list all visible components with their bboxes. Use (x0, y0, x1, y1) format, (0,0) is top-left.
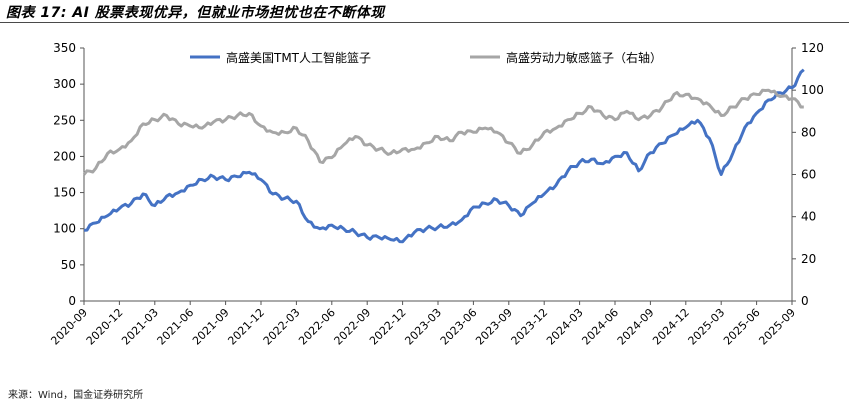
x-tick-label: 2020-12 (84, 306, 126, 348)
series-line-2 (82, 88, 804, 176)
y-right-tick-label: 120 (801, 41, 824, 55)
y-left-tick-label: 300 (53, 77, 76, 91)
x-tick-label: 2024-09 (615, 306, 657, 348)
x-tick-label: 2021-03 (119, 306, 161, 348)
x-tick-label: 2022-06 (296, 306, 338, 348)
x-tick-label: 2022-03 (261, 306, 303, 348)
x-tick-label: 2022-09 (332, 306, 374, 348)
y-right-tick-label: 0 (801, 294, 809, 308)
y-right-tick-label: 60 (801, 168, 816, 182)
series-layer (82, 68, 805, 244)
x-tick-label: 2024-12 (650, 306, 692, 348)
chart-title: 图表 17: AI 股票表现优异，但就业市场担忧也在不断体现 (6, 5, 385, 21)
x-tick-label: 2025-03 (686, 306, 728, 348)
y-right-tick-label: 80 (801, 125, 816, 139)
x-tick-label: 2024-03 (544, 306, 586, 348)
y-left-tick-label: 0 (68, 294, 76, 308)
title-divider (0, 22, 849, 23)
y-left-tick-label: 350 (53, 41, 76, 55)
y-left-tick-label: 100 (53, 222, 76, 236)
y-left-tick-label: 150 (53, 186, 76, 200)
legend: 高盛美国TMT人工智能篮子 高盛劳动力敏感篮子（右轴） (190, 50, 662, 65)
x-tick-label: 2021-12 (225, 306, 267, 348)
x-tick-label: 2022-12 (367, 306, 409, 348)
source-note: 来源：Wind，国金证券研究所 (8, 390, 144, 401)
series-line-1 (83, 68, 805, 244)
x-tick-label: 2023-12 (509, 306, 551, 348)
x-tick-label: 2023-09 (473, 306, 515, 348)
y-left-tick-label: 250 (53, 113, 76, 127)
x-tick-label: 2021-09 (190, 306, 232, 348)
legend-label-1: 高盛美国TMT人工智能篮子 (226, 50, 371, 65)
x-tick-label: 2025-06 (721, 306, 763, 348)
x-tick-label: 2021-06 (155, 306, 197, 348)
y-right-tick-label: 20 (801, 252, 816, 266)
x-tick-label: 2023-06 (438, 306, 480, 348)
x-tick-label: 2025-09 (756, 306, 798, 348)
x-tick-label: 2024-06 (579, 306, 621, 348)
x-tick-label: 2023-03 (402, 306, 444, 348)
y-left-tick-label: 50 (61, 258, 76, 272)
y-right-tick-label: 40 (801, 210, 816, 224)
legend-label-2: 高盛劳动力敏感篮子（右轴） (506, 50, 662, 65)
axes: 0 50 100 150 200 250 300 350 0 20 40 60 80 100 120 2020… (48, 41, 823, 348)
x-tick-label: 2020-09 (48, 306, 90, 348)
y-right-tick-label: 100 (801, 83, 824, 97)
y-left-tick-label: 200 (53, 149, 76, 163)
